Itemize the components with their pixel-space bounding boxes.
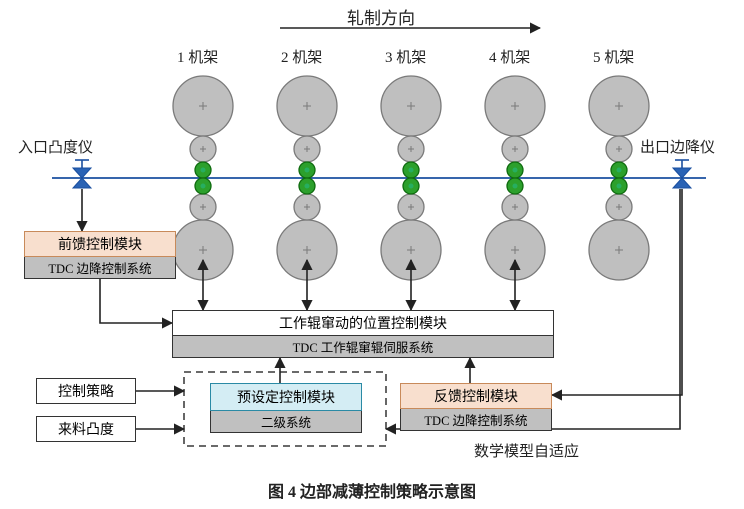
stand-label-1: 1 机架 (177, 46, 218, 67)
stand-label-3: 3 机架 (385, 46, 426, 67)
math-model-label: 数学模型自适应 (474, 440, 579, 461)
exit-gauge-label: 出口边降仪 (640, 136, 715, 157)
wide-module-box: 工作辊窜动的位置控制模块TDC 工作辊窜辊伺服系统 (172, 310, 554, 358)
feedback-box-bot: TDC 边降控制系统 (400, 409, 552, 431)
wide-module-box-top: 工作辊窜动的位置控制模块 (172, 310, 554, 336)
stand-label-5: 5 机架 (593, 46, 634, 67)
incoming-crown-box: 来料凸度 (36, 416, 136, 442)
stand-label-2: 2 机架 (281, 46, 322, 67)
preset-box-bot: 二级系统 (210, 411, 362, 433)
feedback-box-top: 反馈控制模块 (400, 383, 552, 409)
stand-label-4: 4 机架 (489, 46, 530, 67)
feedforward-box: 前馈控制模块TDC 边降控制系统 (24, 231, 176, 279)
rolling-dir-label: 轧制方向 (347, 4, 415, 29)
figure-caption: 图 4 边部减薄控制策略示意图 (0, 478, 744, 502)
feedforward-box-bot: TDC 边降控制系统 (24, 257, 176, 279)
preset-box: 预设定控制模块二级系统 (210, 383, 362, 433)
entry-gauge-label: 入口凸度仪 (18, 136, 93, 157)
feedforward-box-top: 前馈控制模块 (24, 231, 176, 257)
control-strategy-box: 控制策略 (36, 378, 136, 404)
wide-module-box-bot: TDC 工作辊窜辊伺服系统 (172, 336, 554, 358)
preset-box-top: 预设定控制模块 (210, 383, 362, 411)
feedback-box: 反馈控制模块TDC 边降控制系统 (400, 383, 552, 431)
